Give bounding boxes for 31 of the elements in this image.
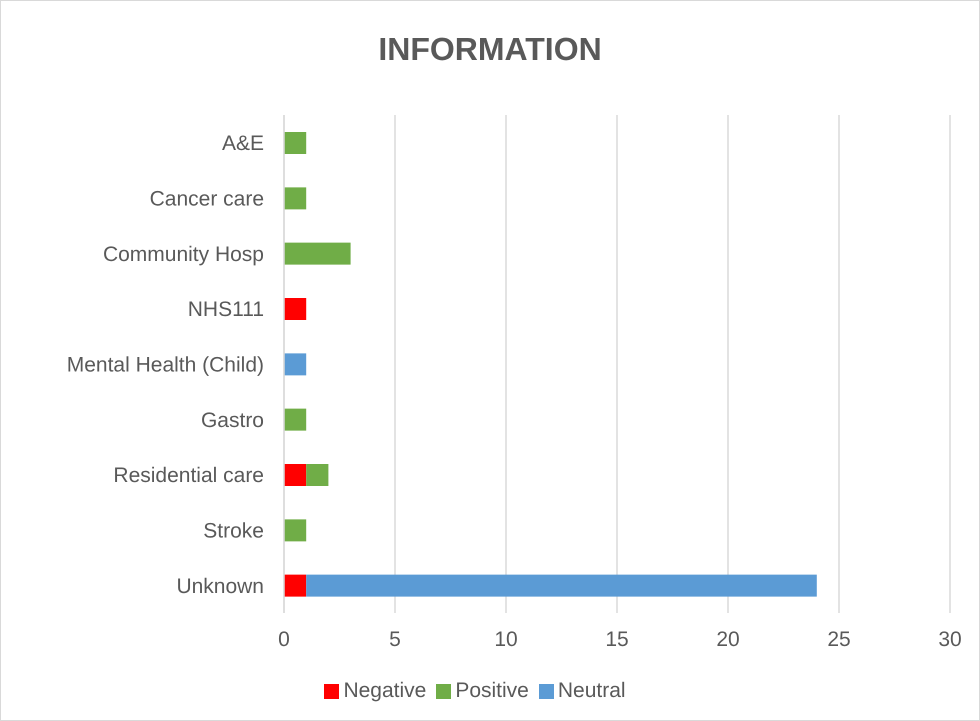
bar — [284, 353, 306, 376]
bar — [306, 464, 328, 486]
x-tick-label: 5 — [389, 628, 401, 651]
y-tick-label: Stroke — [203, 519, 264, 542]
bar — [284, 408, 306, 431]
y-tick-label: Residential care — [113, 464, 264, 488]
bar — [284, 187, 306, 210]
x-tick-label: 25 — [827, 628, 851, 651]
chart-title: INFORMATION — [377, 31, 603, 68]
legend-label: Negative — [343, 679, 426, 702]
y-tick-label: A&E — [222, 132, 264, 156]
bar — [284, 132, 306, 154]
bar — [284, 464, 306, 486]
y-tick-label: Community Hosp — [102, 242, 264, 266]
bar — [284, 574, 306, 597]
legend-label: Positive — [455, 679, 529, 702]
y-tick-label: Mental Health (Child) — [66, 353, 264, 376]
x-tick-label: 0 — [278, 628, 290, 651]
bar — [284, 519, 306, 542]
legend-label: Neutral — [558, 679, 626, 702]
bar — [306, 574, 817, 597]
x-tick-label: 30 — [938, 628, 962, 651]
x-tick-label: 15 — [605, 628, 629, 651]
y-tick-label: Unknown — [176, 574, 264, 598]
x-tick-label: 10 — [494, 628, 518, 651]
x-tick-label: 20 — [716, 628, 740, 651]
y-tick-label: Cancer care — [150, 187, 264, 210]
bar — [284, 242, 351, 265]
bar — [284, 298, 306, 320]
y-tick-label: NHS111 — [188, 298, 264, 322]
y-tick-label: Gastro — [200, 408, 264, 432]
